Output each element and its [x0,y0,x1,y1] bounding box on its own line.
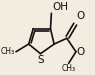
Text: OH: OH [52,2,68,12]
Text: CH₃: CH₃ [62,64,76,73]
Text: S: S [37,55,44,65]
Text: O: O [77,11,85,21]
Text: O: O [77,47,85,57]
Text: CH₃: CH₃ [1,47,15,56]
